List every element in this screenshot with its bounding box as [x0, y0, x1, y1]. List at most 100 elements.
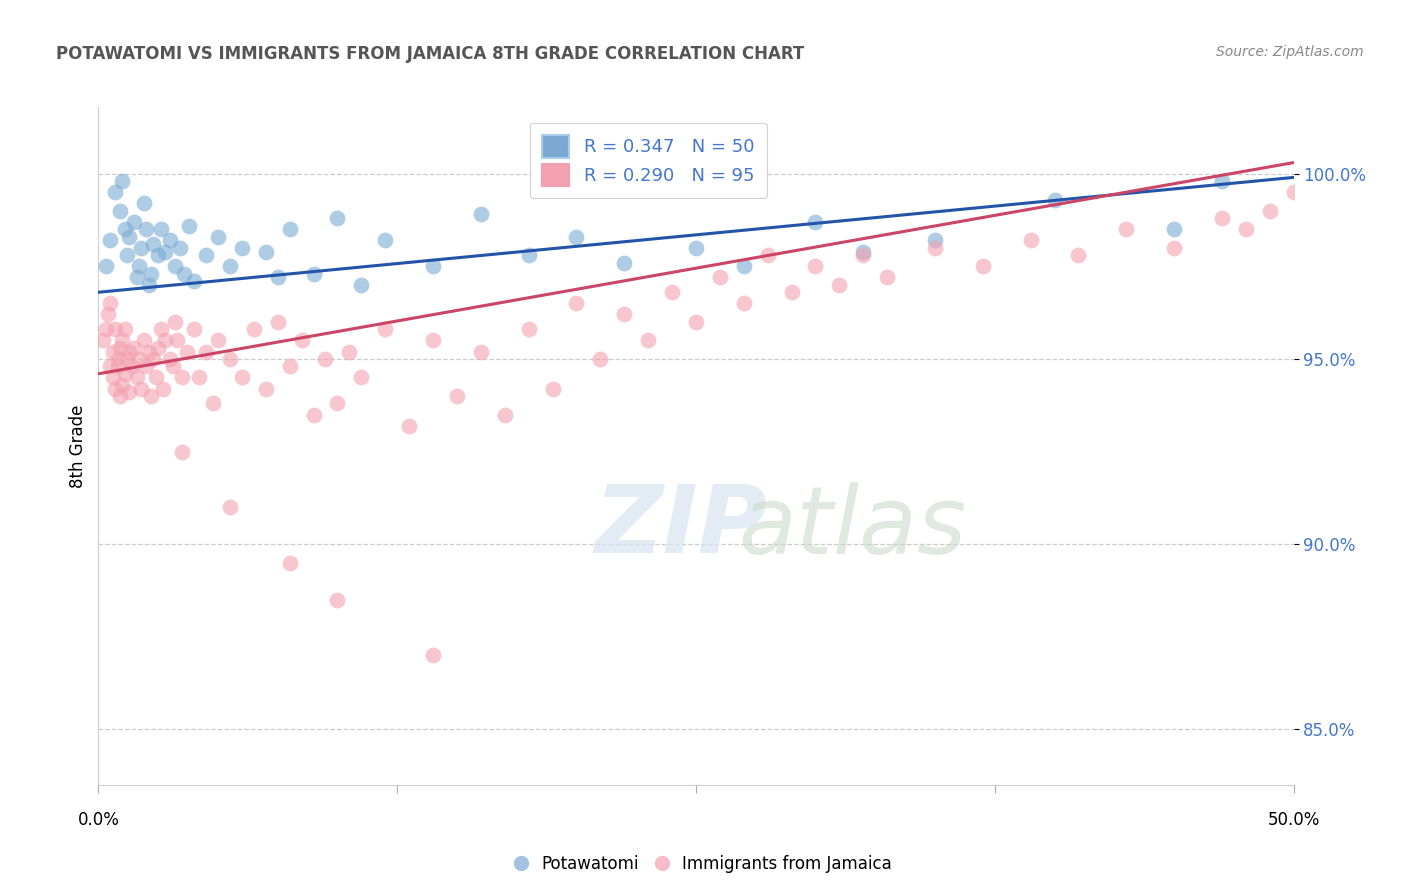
Point: [302, 267, 325, 281]
Point: [219, 500, 242, 515]
Point: [1115, 222, 1137, 236]
Point: [163, 315, 186, 329]
Point: [350, 370, 373, 384]
Point: [149, 222, 172, 236]
Point: [111, 334, 134, 348]
Point: [326, 211, 349, 226]
Point: [1211, 174, 1233, 188]
Point: [98, 296, 122, 310]
Point: [163, 260, 186, 274]
Point: [852, 248, 875, 262]
Point: [125, 270, 148, 285]
Legend: R = 0.347   N = 50, R = 0.290   N = 95: R = 0.347 N = 50, R = 0.290 N = 95: [530, 123, 766, 199]
Point: [162, 359, 184, 374]
Point: [972, 260, 994, 274]
Point: [219, 351, 242, 366]
Point: [780, 285, 803, 300]
Point: [108, 341, 131, 355]
Point: [101, 370, 124, 384]
Point: [128, 260, 150, 274]
Point: [852, 244, 875, 259]
Point: [139, 389, 162, 403]
Point: [422, 648, 444, 663]
Point: [114, 367, 136, 381]
Point: [187, 370, 209, 384]
Point: [148, 341, 170, 355]
Point: [125, 370, 148, 384]
Point: [118, 229, 141, 244]
Point: [302, 408, 325, 422]
Point: [422, 260, 444, 274]
Point: [142, 351, 165, 366]
Y-axis label: 8th Grade: 8th Grade: [69, 404, 87, 488]
Point: [1234, 222, 1257, 236]
Point: [94, 322, 117, 336]
Point: [517, 248, 540, 262]
Point: [231, 241, 253, 255]
Point: [876, 270, 898, 285]
Point: [111, 377, 134, 392]
Point: [195, 248, 218, 262]
Text: 50.0%: 50.0%: [1267, 811, 1320, 829]
Point: [350, 277, 373, 292]
Point: [1282, 186, 1305, 200]
Point: [104, 322, 127, 336]
Point: [98, 359, 122, 374]
Point: [207, 229, 229, 244]
Point: [202, 396, 225, 410]
Point: [121, 359, 143, 374]
Point: [709, 270, 731, 285]
Point: [470, 207, 492, 221]
Point: [155, 334, 177, 348]
Point: [374, 322, 396, 336]
Point: [91, 334, 114, 348]
Point: [135, 359, 157, 374]
Point: [278, 222, 301, 236]
Point: [254, 382, 277, 396]
Point: [138, 344, 160, 359]
Point: [494, 408, 516, 422]
Point: [804, 260, 827, 274]
Point: [565, 229, 588, 244]
Point: [374, 234, 396, 248]
Point: [756, 248, 779, 262]
Point: [315, 351, 337, 366]
Point: [172, 444, 194, 458]
Point: [219, 260, 242, 274]
Point: [267, 315, 290, 329]
Point: [114, 322, 136, 336]
Point: [733, 260, 755, 274]
Point: [107, 351, 129, 366]
Point: [924, 234, 946, 248]
Point: [1163, 222, 1185, 236]
Point: [176, 344, 198, 359]
Point: [207, 334, 229, 348]
Point: [152, 382, 174, 396]
Point: [470, 344, 492, 359]
Point: [148, 248, 170, 262]
Point: [446, 389, 468, 403]
Text: POTAWATOMI VS IMMIGRANTS FROM JAMAICA 8TH GRADE CORRELATION CHART: POTAWATOMI VS IMMIGRANTS FROM JAMAICA 8T…: [56, 45, 804, 62]
Point: [278, 556, 301, 570]
Point: [104, 186, 127, 200]
Point: [1258, 203, 1281, 218]
Point: [278, 359, 301, 374]
Point: [291, 334, 314, 348]
Point: [517, 322, 540, 336]
Point: [179, 219, 201, 233]
Point: [733, 296, 755, 310]
Point: [108, 203, 131, 218]
Point: [94, 260, 117, 274]
Point: [149, 322, 172, 336]
Text: ZIP: ZIP: [595, 482, 768, 574]
Point: [1211, 211, 1233, 226]
Point: [1163, 241, 1185, 255]
Point: [326, 592, 349, 607]
Point: [108, 389, 131, 403]
Point: [101, 344, 124, 359]
Point: [131, 382, 153, 396]
Point: [613, 255, 636, 269]
Point: [828, 277, 851, 292]
Point: [166, 334, 188, 348]
Point: [159, 351, 181, 366]
